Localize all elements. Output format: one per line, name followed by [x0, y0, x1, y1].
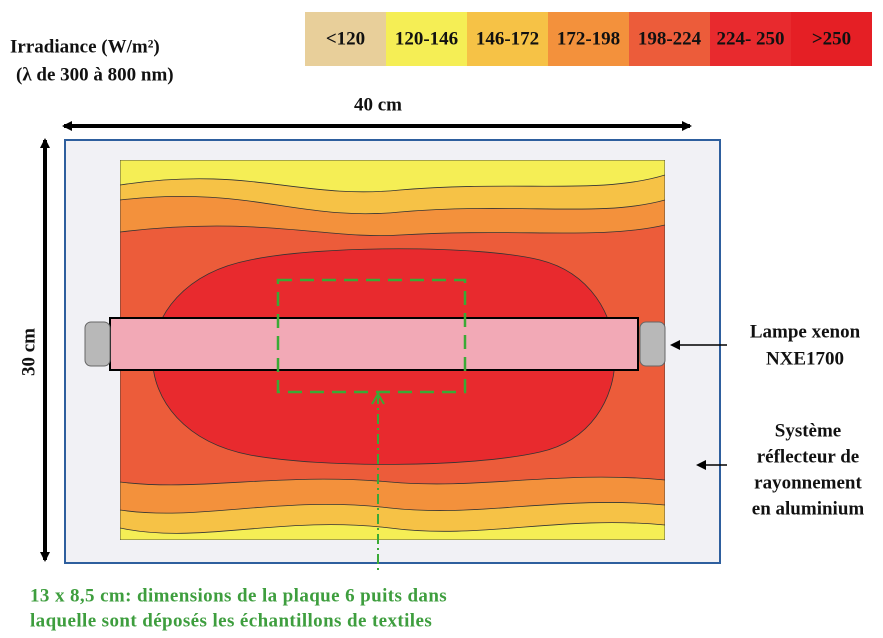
legend-swatch — [548, 12, 629, 66]
legend-swatch — [791, 12, 872, 66]
caption-line: laquelle sont déposés les échantillons d… — [30, 610, 432, 631]
height-label: 30 cm — [18, 328, 39, 376]
legend-swatch — [629, 12, 710, 66]
legend-label: 120-146 — [395, 28, 458, 49]
lamp-cap — [84, 321, 111, 367]
width-label: 40 cm — [354, 94, 402, 115]
legend-subtitle: (λ de 300 à 800 nm) — [16, 64, 174, 85]
plate-pointer-head — [371, 392, 385, 405]
lamp-tube — [109, 317, 639, 371]
caption: 13 x 8,5 cm: dimensions de la plaque 6 p… — [30, 585, 447, 631]
legend-label: 224- 250 — [716, 28, 784, 49]
legend-label: 172-198 — [557, 28, 620, 49]
legend-swatch — [305, 12, 386, 66]
legend-swatch — [386, 12, 467, 66]
lamp-label: Lampe xenon NXE1700 — [750, 321, 861, 369]
legend-title: Irradiance (W/m²) — [10, 36, 160, 57]
reflector-line: rayonnement — [754, 472, 862, 493]
reflector-label: Système réflecteur de rayonnement en alumin… — [752, 420, 865, 519]
reflector-line: en aluminium — [752, 498, 865, 519]
legend-label: 146-172 — [476, 28, 539, 49]
caption-line: 13 x 8,5 cm: dimensions de la plaque 6 p… — [30, 585, 447, 606]
reflector-line: réflecteur de — [757, 446, 860, 467]
lamp-line: NXE1700 — [766, 348, 844, 369]
legend: <120 120-146 146-172 172-198 198-224 224- 250… — [305, 12, 872, 66]
legend-label: <120 — [326, 28, 365, 49]
legend-swatch — [467, 12, 548, 66]
legend-label: 198-224 — [638, 28, 702, 49]
lamp-line: Lampe xenon — [750, 321, 861, 342]
reflector-line: Système — [775, 420, 841, 441]
sample-plate — [276, 278, 467, 394]
legend-swatch — [710, 12, 791, 66]
lamp-cap — [639, 321, 666, 367]
legend-label: >250 — [812, 28, 851, 49]
